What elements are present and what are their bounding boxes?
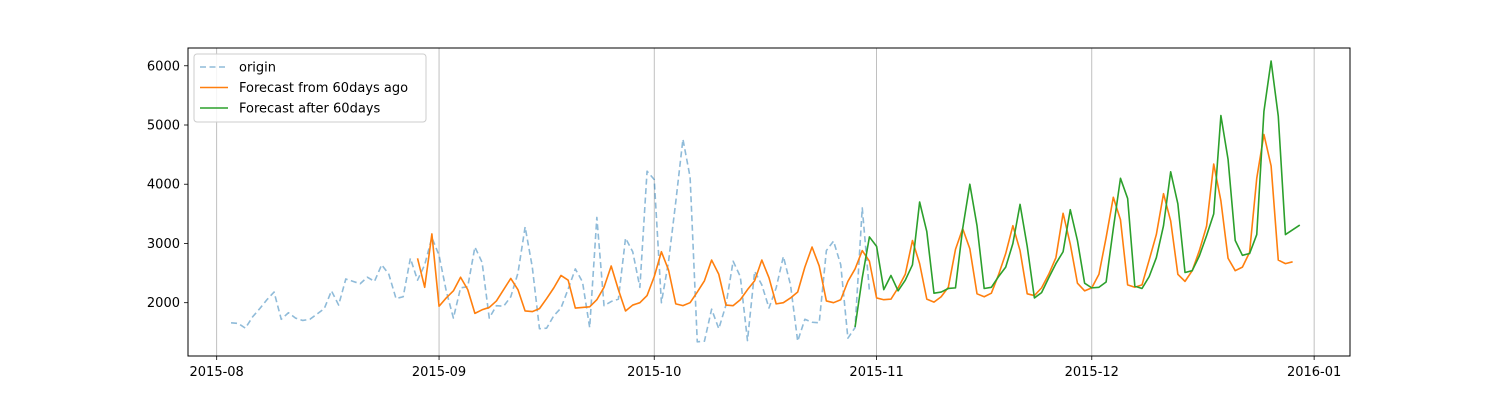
legend-label: Forecast after 60days xyxy=(239,102,380,117)
y-tick-label: 6000 xyxy=(147,59,180,74)
y-axis: 2000 3000 4000 5000 6000 xyxy=(147,59,188,311)
y-tick-label: 4000 xyxy=(147,178,180,193)
legend: origin Forecast from 60days ago Forecast a… xyxy=(193,53,427,123)
x-tick-label: 2015-08 xyxy=(190,365,244,380)
x-tick-label: 2015-12 xyxy=(1065,365,1119,380)
plot-series xyxy=(230,60,1301,343)
plot-area-frame xyxy=(187,47,1351,357)
legend-box xyxy=(193,53,427,123)
x-tick-label: 2015-10 xyxy=(627,365,681,380)
x-axis: 2015-08 2015-09 2015-10 2015-11 2015-12 2016-… xyxy=(190,356,1341,380)
series-line-2 xyxy=(416,133,1293,315)
legend-label: origin xyxy=(239,61,276,76)
x-tick-label: 2015-11 xyxy=(849,365,903,380)
y-tick-label: 5000 xyxy=(147,119,180,134)
series-line-3 xyxy=(854,60,1301,328)
legend-label: Forecast from 60days ago xyxy=(239,81,408,96)
y-tick-label: 3000 xyxy=(147,237,180,252)
x-tick-label: 2016-01 xyxy=(1287,365,1341,380)
series-line-1 xyxy=(230,138,871,343)
x-tick-label: 2015-09 xyxy=(412,365,466,380)
y-tick-label: 2000 xyxy=(147,296,180,311)
